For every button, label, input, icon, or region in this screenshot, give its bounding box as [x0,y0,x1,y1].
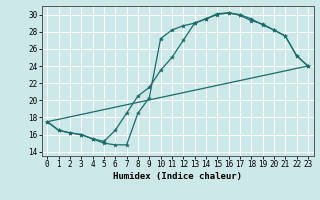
X-axis label: Humidex (Indice chaleur): Humidex (Indice chaleur) [113,172,242,181]
